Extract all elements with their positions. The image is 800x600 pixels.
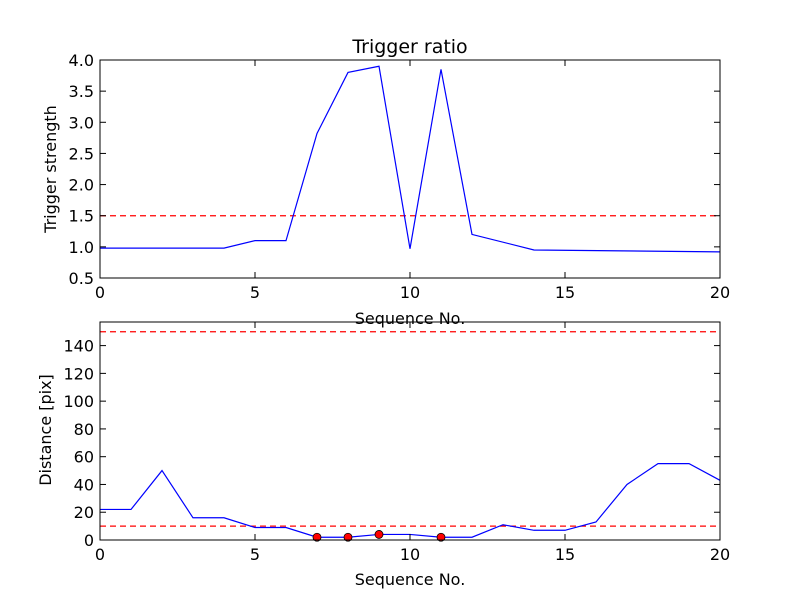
x-tick-label: 10: [400, 545, 420, 564]
y-tick-label: 60: [74, 448, 94, 467]
y-tick-label: 3.5: [69, 82, 94, 101]
data-point-marker: [343, 532, 353, 542]
y-tick-label: 1.5: [69, 207, 94, 226]
y-axis-label: Distance [pix]: [36, 374, 55, 486]
y-tick-label: 3.0: [69, 113, 94, 132]
y-tick-label: 80: [74, 420, 94, 439]
x-tick-label: 0: [95, 545, 105, 564]
x-tick-label: 15: [555, 545, 575, 564]
y-tick-label: 40: [74, 475, 94, 494]
x-tick-label: 20: [710, 545, 730, 564]
y-tick-label: 140: [63, 337, 94, 356]
y-tick-label: 120: [63, 364, 94, 383]
x-axis-label: Sequence No.: [355, 570, 466, 589]
data-point-marker: [436, 532, 446, 542]
y-tick-label: 20: [74, 503, 94, 522]
x-tick-label: 0: [95, 283, 105, 302]
data-point-marker: [312, 532, 322, 542]
x-tick-label: 20: [710, 283, 730, 302]
data-point-marker: [374, 530, 384, 539]
x-tick-label: 5: [250, 545, 260, 564]
series-line: [100, 65, 721, 253]
y-tick-label: 2.0: [69, 176, 94, 195]
x-tick-label: 10: [400, 283, 420, 302]
trigger-ratio-subplot: Trigger ratio Sequence No. Trigger stren…: [41, 36, 730, 328]
y-tick-label: 2.5: [69, 144, 94, 163]
x-tick-label: 5: [250, 283, 260, 302]
y-tick-label: 4.0: [69, 51, 94, 70]
x-tick-label: 15: [555, 283, 575, 302]
y-tick-label: 100: [63, 392, 94, 411]
chart-title: Trigger ratio: [351, 36, 467, 58]
x-axis-label: Sequence No.: [355, 309, 466, 328]
distance-subplot: Sequence No. Distance [pix] 0 5 10 15 20 0 20 4…: [36, 321, 730, 589]
y-tick-label: 0: [84, 531, 94, 550]
y-tick-label: 1.0: [69, 238, 94, 257]
y-axis-label: Trigger strength: [41, 105, 60, 234]
y-tick-label: 0.5: [69, 269, 94, 288]
